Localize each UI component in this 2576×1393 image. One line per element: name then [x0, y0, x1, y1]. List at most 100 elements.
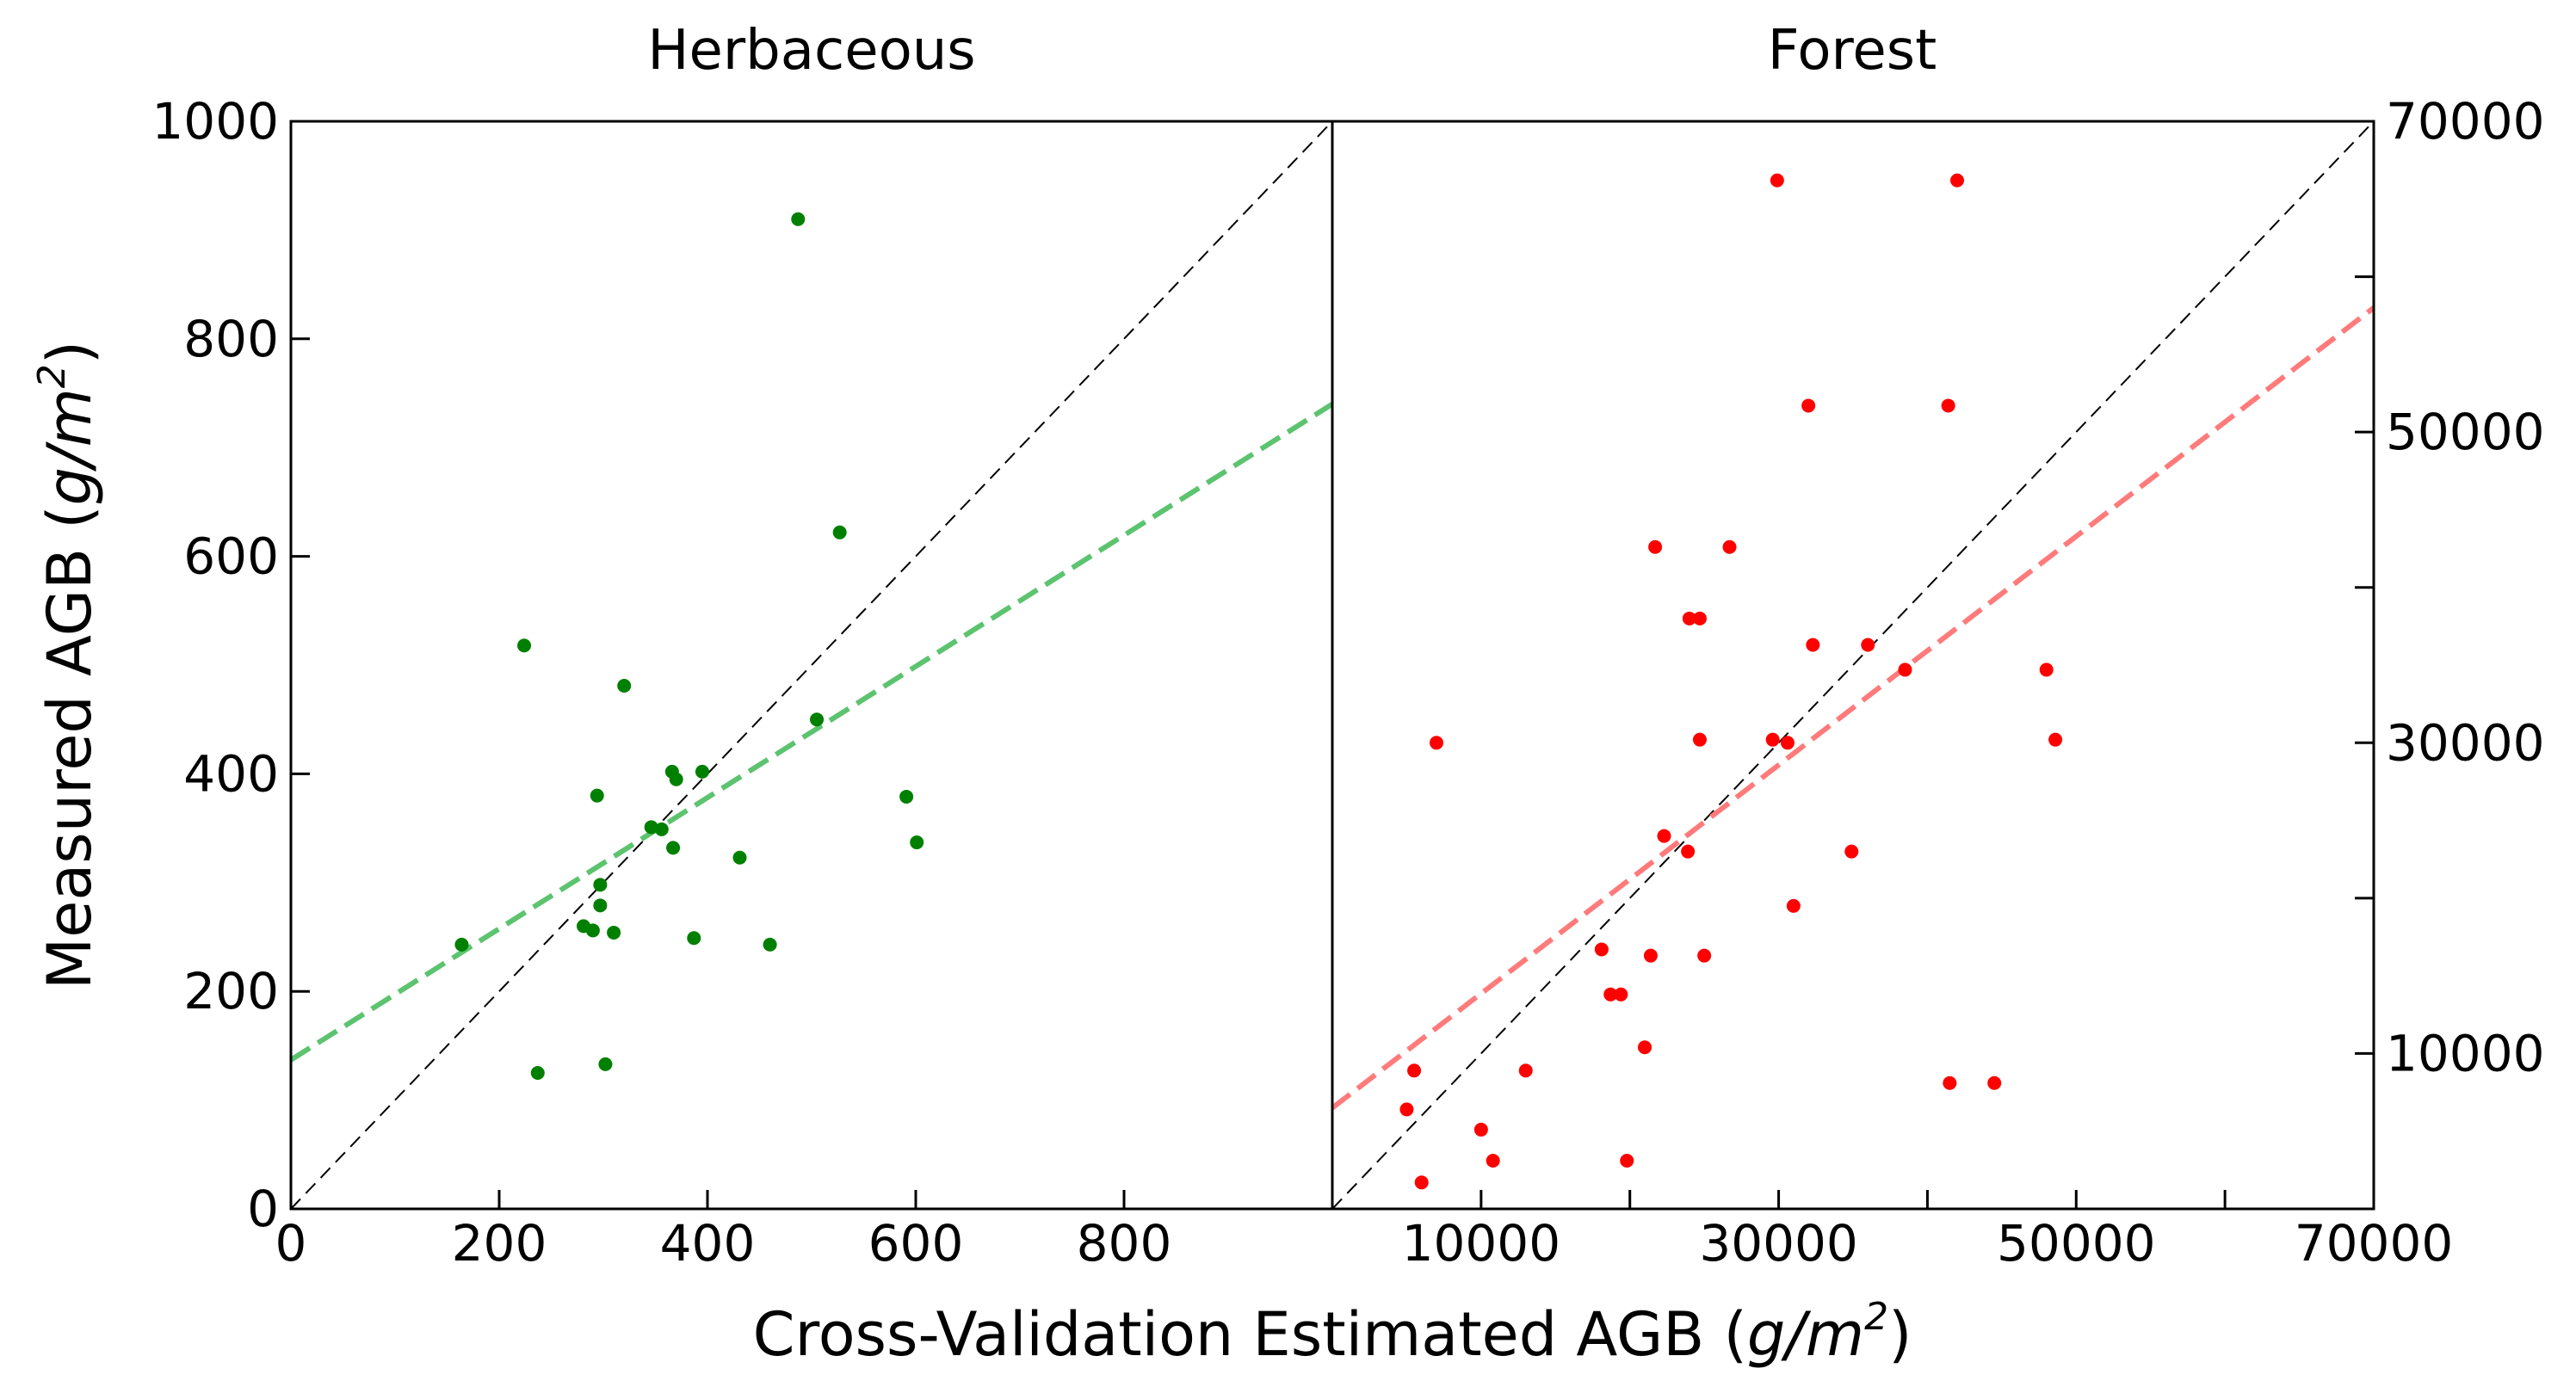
herbaceous-point	[832, 525, 847, 539]
forest-point	[1692, 732, 1707, 747]
forest-point	[1648, 539, 1663, 554]
forest-point	[1770, 173, 1784, 188]
y-axis-label: Measured AGB (g/m2)	[30, 341, 105, 989]
herbaceous-point	[517, 638, 532, 653]
forest-point	[1682, 611, 1696, 626]
forest-point	[1430, 736, 1443, 750]
herbaceous-point	[654, 822, 669, 836]
herbaceous-point	[454, 937, 469, 952]
herbaceous-y-tick-label: 1000	[151, 92, 279, 151]
forest-point	[1801, 398, 1816, 413]
forest-x-tick-label: 70000	[2295, 1214, 2454, 1273]
herbaceous-x-tick-label: 0	[275, 1214, 307, 1273]
herbaceous-title: Herbaceous	[647, 19, 975, 83]
herbaceous-point	[598, 1057, 613, 1071]
herbaceous-x-tick-label: 400	[660, 1214, 756, 1273]
forest-point	[1765, 732, 1780, 747]
forest-fit-line	[1331, 305, 2375, 1111]
forest-point	[1638, 1040, 1652, 1055]
forest-point	[1399, 1102, 1414, 1117]
forest-point	[1620, 1154, 1634, 1168]
forest-point	[1941, 398, 1955, 413]
herbaceous-point	[607, 925, 621, 940]
x-axis-label-superscript: 2	[1864, 1295, 1888, 1339]
herbaceous-y-ticks: 0 200 400 600 800 1000	[151, 92, 310, 1238]
herbaceous-x-ticks: 0 200 400 600 800	[275, 1190, 1172, 1273]
forest-point	[1786, 898, 1801, 913]
forest-y-tick-label: 50000	[2386, 403, 2545, 461]
herbaceous-y-tick-label: 800	[183, 310, 279, 368]
herbaceous-point	[763, 937, 777, 952]
forest-y-tick-label: 30000	[2386, 713, 2545, 772]
forest-point	[1657, 829, 1671, 843]
forest-plot-frame	[1331, 120, 2375, 1211]
forest-x-tick-label: 30000	[1699, 1214, 1858, 1273]
forest-point	[1407, 1063, 1422, 1078]
y-axis-label-end: )	[34, 341, 105, 364]
herbaceous-y-tick-label: 600	[183, 527, 279, 586]
forest-point	[1414, 1175, 1429, 1190]
herbaceous-y-tick-label: 0	[247, 1180, 279, 1238]
forest-point	[1697, 948, 1712, 963]
forest-point	[1603, 987, 1618, 1002]
forest-point	[1861, 638, 1875, 652]
forest-point	[1643, 948, 1658, 963]
forest-point	[1943, 1076, 1957, 1090]
forest-point	[1473, 1122, 1488, 1137]
forest-panel: Forest 10000 30000 50000 70000 10000 30000 50…	[1331, 19, 2545, 1273]
forest-points	[1399, 173, 2063, 1190]
y-axis-label-unit: g/m	[34, 388, 105, 505]
herbaceous-point	[593, 878, 608, 892]
forest-x-tick-label: 10000	[1402, 1214, 1561, 1273]
herbaceous-point	[530, 1066, 545, 1080]
y-axis-label-main: Measured AGB (	[34, 505, 105, 989]
herbaceous-x-tick-label: 600	[868, 1214, 964, 1273]
forest-point	[1486, 1154, 1500, 1168]
forest-point	[1844, 844, 1859, 859]
herbaceous-y-tick-label: 400	[183, 744, 279, 803]
herbaceous-panel: Herbaceous 0 200 400 600 800 0 200 400 600 800 10…	[151, 19, 1334, 1273]
forest-point	[1780, 736, 1795, 750]
forest-point	[1518, 1063, 1533, 1078]
herbaceous-point	[585, 923, 600, 938]
y-axis-label-superscript: 2	[30, 364, 74, 388]
herbaceous-point	[791, 212, 806, 226]
forest-y-tick-label: 10000	[2386, 1024, 2545, 1082]
forest-fit-line-group	[1331, 120, 2375, 1210]
x-axis-label-main: Cross-Validation Estimated AGB (	[753, 1299, 1747, 1370]
forest-x-ticks: 10000 30000 50000 70000	[1402, 1190, 2454, 1273]
forest-point	[1987, 1076, 2002, 1090]
herbaceous-point	[590, 788, 604, 803]
herbaceous-point	[687, 931, 701, 946]
x-axis-label-end: )	[1888, 1299, 1912, 1370]
herbaceous-point	[669, 772, 683, 786]
forest-x-tick-label: 50000	[1997, 1214, 2156, 1273]
herbaceous-point	[666, 841, 681, 855]
forest-y-tick-label: 70000	[2386, 92, 2545, 151]
herbaceous-one-to-one-line	[290, 120, 1333, 1210]
forest-point	[1806, 638, 1820, 652]
forest-point	[1681, 844, 1696, 859]
herbaceous-x-tick-label: 800	[1077, 1214, 1172, 1273]
forest-point	[1692, 611, 1707, 626]
herbaceous-point	[910, 835, 924, 850]
forest-point	[1614, 987, 1628, 1002]
herbaceous-point	[695, 764, 709, 779]
forest-one-to-one-line	[1331, 120, 2375, 1210]
herbaceous-point	[810, 712, 825, 727]
herbaceous-point	[899, 789, 914, 804]
forest-point	[1950, 173, 1964, 188]
herbaceous-x-tick-label: 200	[452, 1214, 547, 1273]
forest-y-ticks: 10000 30000 50000 70000	[2355, 92, 2545, 1082]
x-axis-label-unit: g/m	[1747, 1299, 1864, 1370]
herbaceous-point	[593, 898, 608, 913]
herbaceous-point	[617, 679, 632, 693]
herbaceous-point	[732, 850, 747, 865]
forest-point	[2039, 663, 2054, 677]
forest-title: Forest	[1768, 19, 1937, 83]
forest-point	[2048, 732, 2063, 747]
x-axis-label: Cross-Validation Estimated AGB (g/m2)	[753, 1295, 1912, 1370]
herbaceous-y-tick-label: 200	[183, 962, 279, 1020]
